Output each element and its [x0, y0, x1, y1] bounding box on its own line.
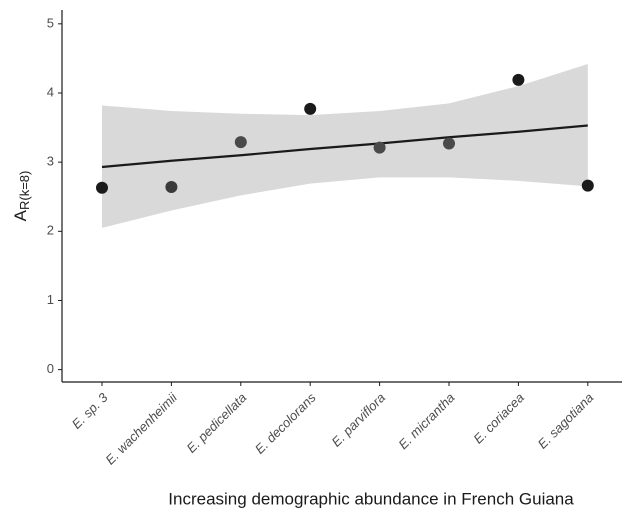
- x-tick-label: E. micrantha: [395, 390, 457, 452]
- y-tick-label: 5: [47, 15, 54, 30]
- x-tick-label: E. sagotiana: [535, 390, 597, 452]
- x-tick-label: E. coriacea: [470, 390, 527, 447]
- y-tick-label: 1: [47, 292, 54, 307]
- point: [165, 181, 178, 194]
- x-tick-label: E. pedicellata: [184, 390, 250, 456]
- point: [234, 136, 247, 149]
- y-tick-label: 2: [47, 223, 54, 238]
- y-label-sub: R(k=8): [17, 171, 32, 210]
- y-tick-label: 0: [47, 361, 54, 376]
- y-tick-label: 4: [47, 84, 54, 99]
- x-tick-label: E. decolorans: [252, 390, 319, 457]
- point: [373, 141, 386, 154]
- y-label-main: A: [11, 209, 30, 221]
- x-tick-label: E. sp. 3: [69, 389, 111, 431]
- x-tick-label: E. wachenheimii: [102, 389, 180, 467]
- point: [581, 179, 594, 192]
- fit-line: [101, 124, 588, 169]
- x-tick-label: E. parviflora: [328, 390, 388, 450]
- svg-text:AR(k=8): AR(k=8): [11, 171, 32, 222]
- point: [96, 181, 108, 194]
- point: [304, 102, 317, 115]
- x-axis-label: Increasing demographic abundance in Fren…: [168, 489, 574, 508]
- y-tick-label: 3: [47, 154, 54, 169]
- point: [512, 73, 525, 86]
- y-axis-label: AR(k=8): [11, 171, 32, 222]
- point: [443, 137, 455, 150]
